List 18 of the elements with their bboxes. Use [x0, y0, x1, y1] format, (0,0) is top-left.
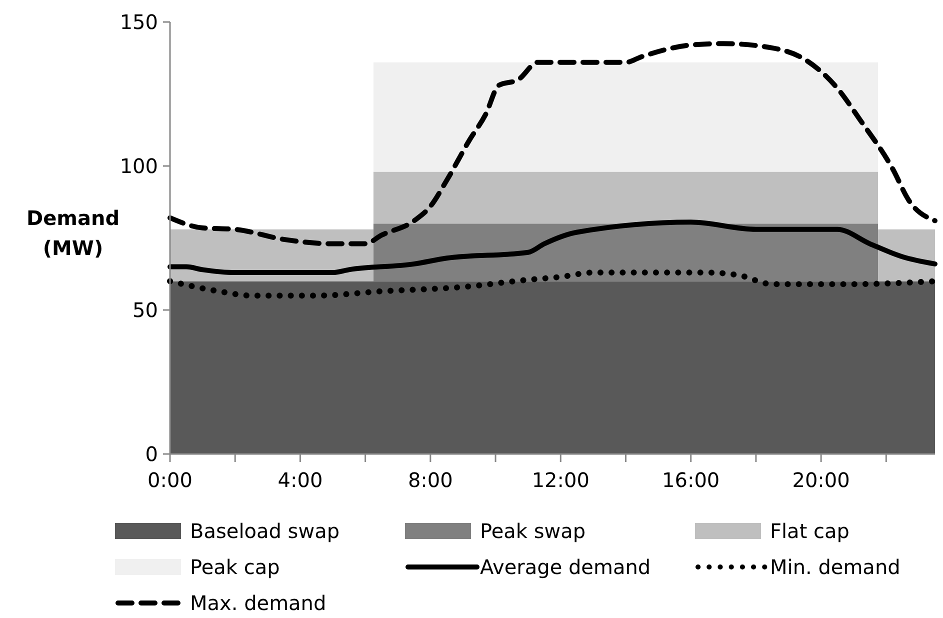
- y-tick-label: 0: [145, 442, 158, 466]
- y-tick-label: 100: [120, 154, 158, 178]
- y-tick-label: 150: [120, 10, 158, 34]
- legend-label: Peak swap: [480, 519, 586, 543]
- legend-label: Max. demand: [190, 591, 326, 615]
- x-tick-label: 0:00: [148, 468, 192, 492]
- x-tick-label: 4:00: [278, 468, 323, 492]
- y-axis-title: Demand (MW): [26, 206, 120, 260]
- legend-label: Baseload swap: [190, 519, 340, 543]
- x-tick-label: 20:00: [792, 468, 850, 492]
- legend-label: Average demand: [480, 555, 651, 579]
- legend-label: Min. demand: [770, 555, 900, 579]
- legend-label: Peak cap: [190, 555, 280, 579]
- legend-label: Flat cap: [770, 519, 850, 543]
- y-tick-label: 50: [132, 298, 158, 322]
- x-tick-label: 12:00: [532, 468, 590, 492]
- x-tick-label: 16:00: [662, 468, 720, 492]
- x-tick-label: 8:00: [408, 468, 453, 492]
